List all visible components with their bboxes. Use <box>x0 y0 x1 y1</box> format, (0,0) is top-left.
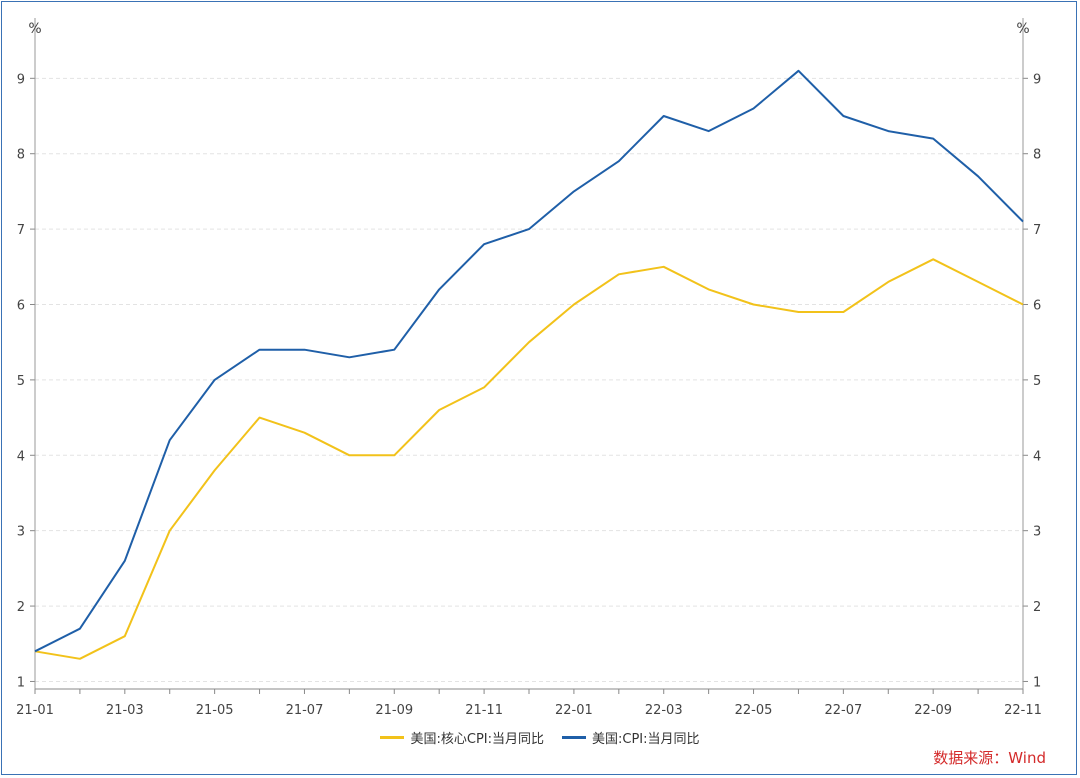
legend-item-cpi[interactable]: 美国:CPI:当月同比 <box>562 728 700 747</box>
x-tick-label: 22-05 <box>735 703 773 718</box>
legend-swatch-cpi <box>562 736 586 739</box>
y-axis-unit-right: % <box>1016 21 1029 37</box>
legend-label-core-cpi: 美国:核心CPI:当月同比 <box>410 732 544 747</box>
legend-item-core-cpi[interactable]: 美国:核心CPI:当月同比 <box>380 728 544 747</box>
x-tick-label: 22-07 <box>824 703 862 718</box>
x-tick-label: 21-05 <box>196 703 234 718</box>
y-tick-label-left: 3 <box>17 525 25 540</box>
y-tick-label-right: 1 <box>1033 675 1041 690</box>
series-line-cpi <box>34 69 1024 653</box>
y-tick-label-left: 5 <box>17 374 25 389</box>
grid-lines <box>35 77 1023 682</box>
x-tick-label: 21-03 <box>106 703 144 718</box>
y-tick-label-left: 2 <box>17 600 25 615</box>
y-tick-label-left: 8 <box>17 148 25 163</box>
y-tick-label-right: 9 <box>1033 72 1041 87</box>
x-tick-label: 21-11 <box>465 703 503 718</box>
y-tick-label-left: 6 <box>17 298 25 313</box>
x-tick-label: 21-07 <box>286 703 324 718</box>
y-tick-label-left: 7 <box>17 223 25 238</box>
legend-swatch-core-cpi <box>380 736 405 739</box>
axes: 1 1 2 2 3 3 4 4 5 5 6 6 7 7 8 8 9 9% % 21-01 21-03 21-05 21-07… <box>16 18 1042 718</box>
y-tick-label-right: 3 <box>1033 525 1041 540</box>
y-tick-label-right: 8 <box>1033 148 1041 163</box>
y-tick-label-left: 9 <box>17 72 25 87</box>
y-tick-label-right: 2 <box>1033 600 1041 615</box>
y-tick-label-right: 4 <box>1033 449 1041 464</box>
y-axis-unit-left: % <box>28 21 41 37</box>
x-tick-label: 21-01 <box>16 703 54 718</box>
y-tick-label-left: 4 <box>17 449 25 464</box>
x-tick-label: 21-09 <box>375 703 413 718</box>
x-tick-label: 22-09 <box>914 703 952 718</box>
data-source-note: 数据来源：Wind <box>933 749 1046 767</box>
y-tick-label-left: 1 <box>17 675 25 690</box>
legend: 美国:核心CPI:当月同比 美国:CPI:当月同比 <box>0 728 1080 747</box>
x-tick-label: 22-03 <box>645 703 683 718</box>
y-tick-label-right: 7 <box>1033 223 1041 238</box>
y-tick-label-right: 6 <box>1033 298 1041 313</box>
x-tick-label: 22-11 <box>1004 703 1042 718</box>
legend-label-cpi: 美国:CPI:当月同比 <box>592 732 700 747</box>
x-tick-label: 22-01 <box>555 703 593 718</box>
series-lines <box>34 69 1024 660</box>
series-line-core-cpi <box>34 258 1024 660</box>
y-tick-label-right: 5 <box>1033 374 1041 389</box>
